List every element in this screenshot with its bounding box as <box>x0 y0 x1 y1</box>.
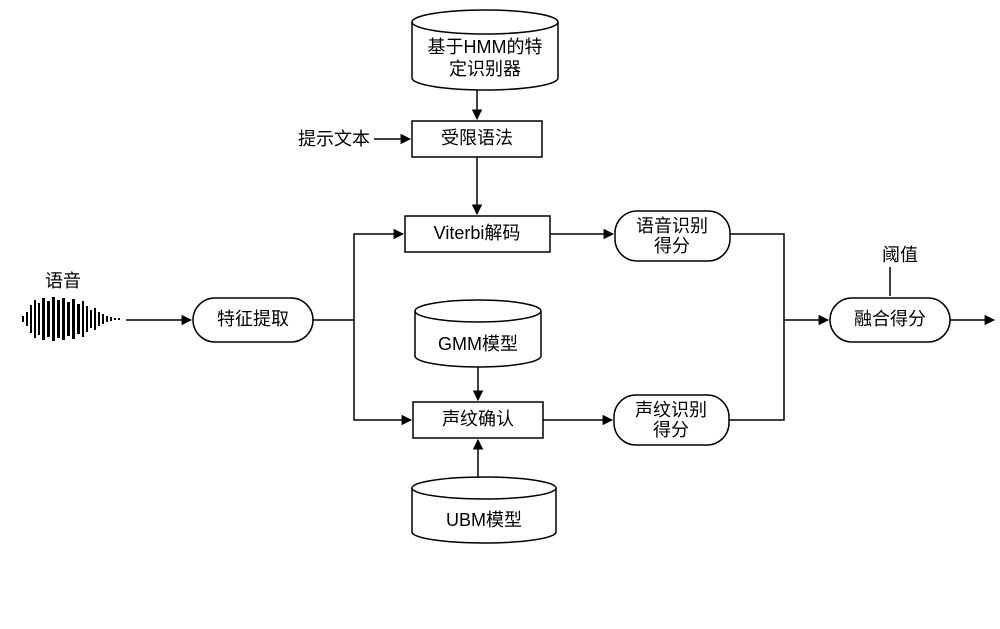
hmm-label-1: 基于HMM的特 <box>428 37 543 57</box>
viterbi-label: Viterbi解码 <box>434 223 521 243</box>
edge-vpscore-fused <box>729 320 784 420</box>
prompt-text-label: 提示文本 <box>298 129 370 149</box>
edge-feature-viterbi <box>313 234 403 320</box>
vp-score-l2: 得分 <box>653 420 689 440</box>
edge-asr-fused <box>730 234 828 320</box>
asr-score-l1: 语音识别 <box>636 216 708 236</box>
hmm-label-2: 定识别器 <box>449 59 521 79</box>
threshold-label: 阈值 <box>882 245 918 265</box>
fused-label: 融合得分 <box>854 309 926 329</box>
gmm-label: GMM模型 <box>438 334 518 354</box>
vp-score-l1: 声纹识别 <box>635 400 707 420</box>
feature-extract-label: 特征提取 <box>217 309 289 329</box>
constrained-grammar-label: 受限语法 <box>441 128 513 148</box>
asr-score-l2: 得分 <box>654 236 690 256</box>
ubm-label: UBM模型 <box>446 510 522 530</box>
speech-label: 语音 <box>45 271 81 291</box>
edge-feature-voiceprint <box>354 320 411 420</box>
voiceprint-label: 声纹确认 <box>442 409 514 429</box>
waveform-image <box>18 296 126 342</box>
